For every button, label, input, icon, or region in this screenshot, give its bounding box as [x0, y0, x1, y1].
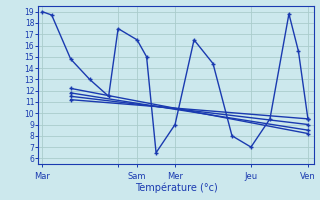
X-axis label: Température (°c): Température (°c): [135, 182, 217, 193]
